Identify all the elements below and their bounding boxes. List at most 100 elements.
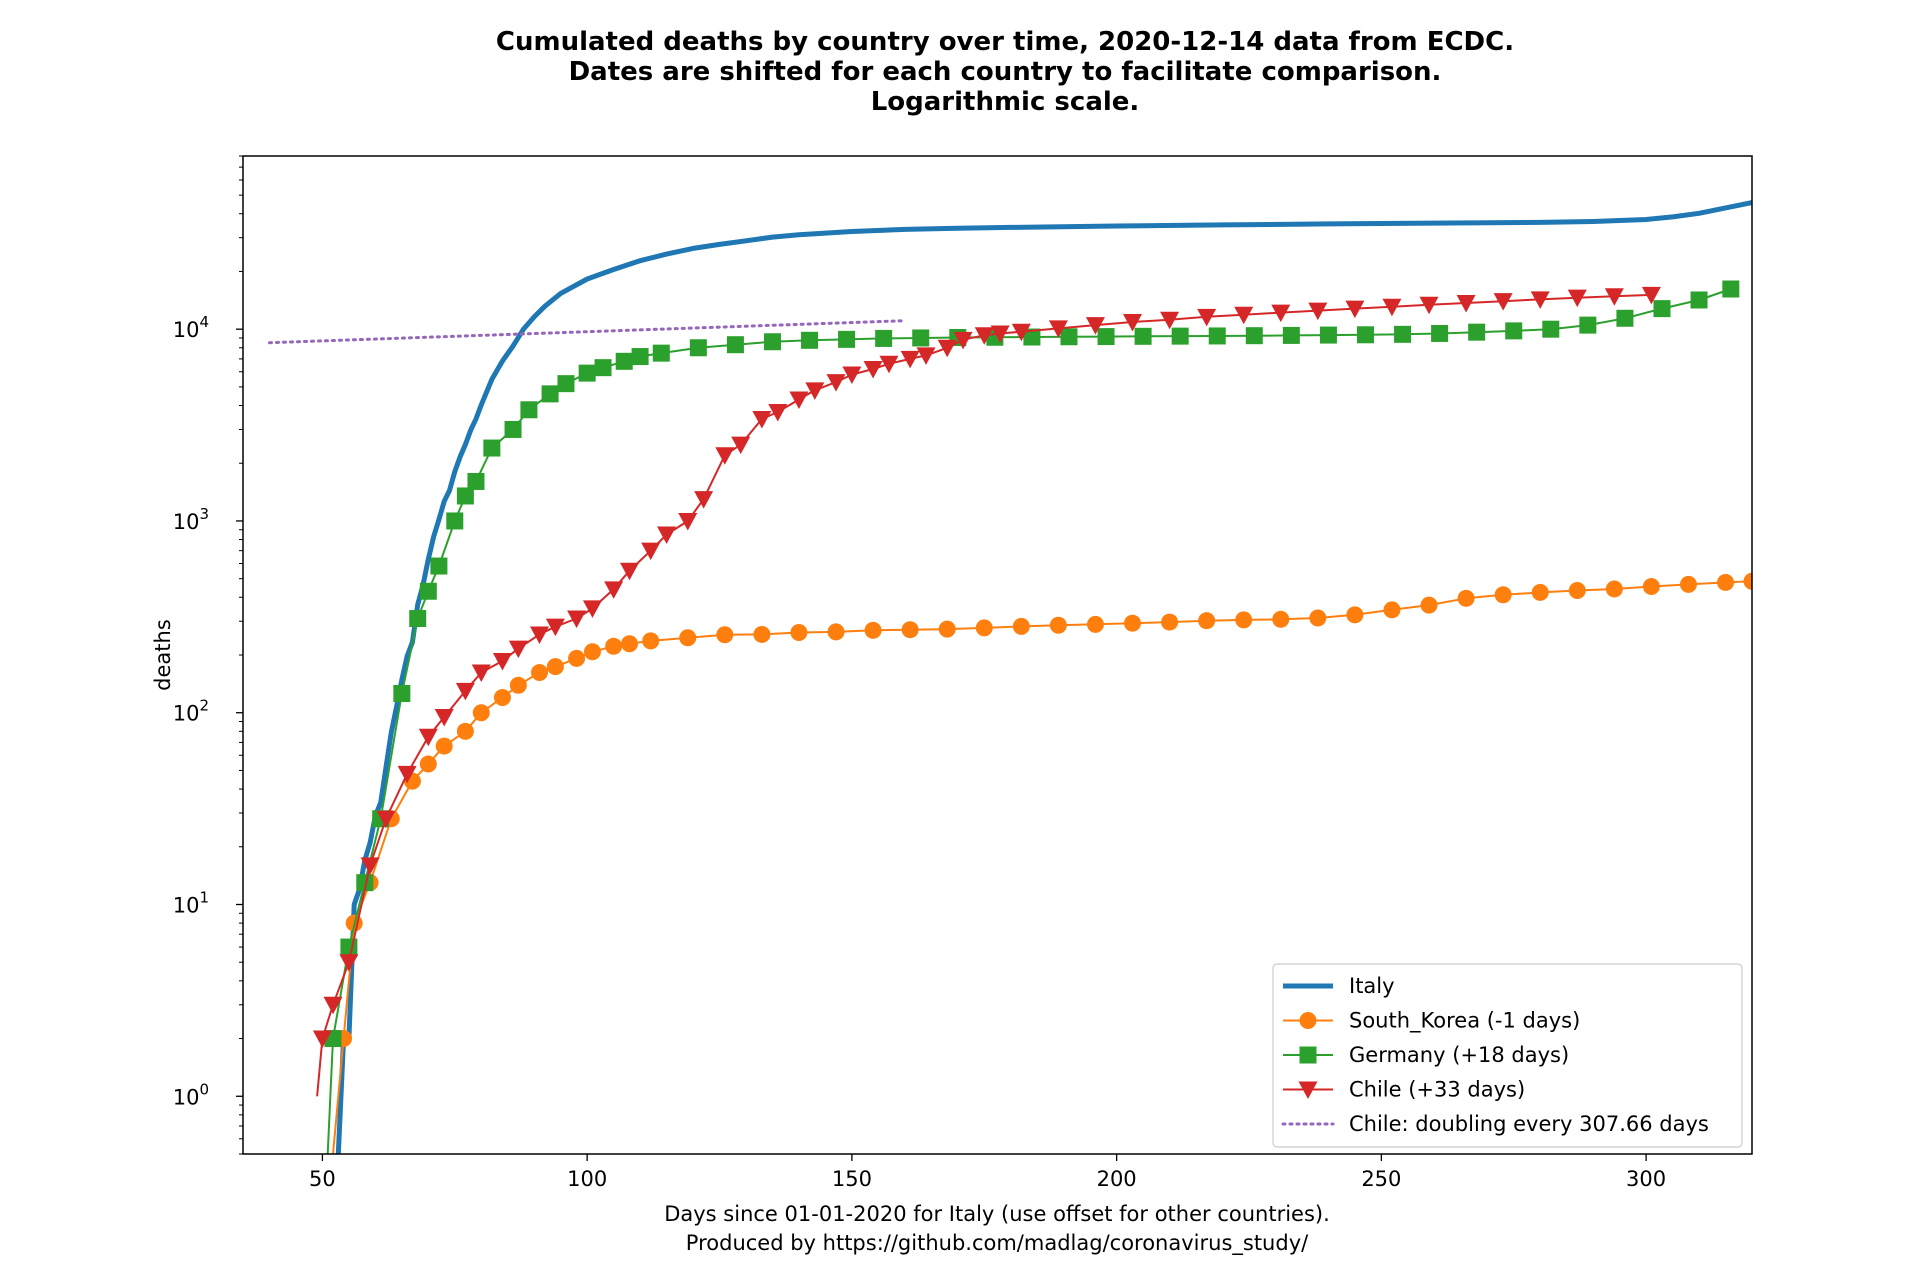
data-point (376, 810, 396, 829)
data-point (339, 954, 359, 972)
data-point (467, 472, 485, 490)
legend: Italy South_Korea (-1 days) Germany (+18 d… (1272, 963, 1743, 1148)
data-point (1383, 601, 1401, 619)
data-point (393, 684, 411, 702)
data-point (620, 562, 640, 581)
x-tick-label: 150 (832, 1167, 872, 1191)
data-point (642, 632, 660, 650)
x-tick-label: 200 (1097, 1167, 1137, 1191)
data-point (568, 649, 586, 667)
data-point (1494, 586, 1512, 604)
data-point (435, 737, 453, 755)
data-point (1161, 613, 1179, 631)
y-tick-label: 101 (173, 889, 209, 918)
data-point (323, 996, 343, 1015)
data-point (472, 704, 490, 722)
data-point (863, 360, 883, 379)
legend-marker (1298, 1081, 1318, 1099)
data-point (900, 350, 920, 369)
data-point (546, 658, 564, 676)
x-axis-ticks: 50 100 150 200 250 300 (309, 1154, 1666, 1191)
data-point (715, 447, 735, 465)
data-point (1123, 314, 1143, 332)
data-point (726, 336, 744, 354)
data-point (508, 640, 528, 659)
data-point (1245, 327, 1263, 345)
data-point (826, 374, 846, 392)
data-point (1272, 610, 1290, 628)
data-point (1049, 616, 1067, 634)
data-point (1568, 581, 1586, 599)
series-line (268, 319, 907, 345)
data-point (356, 874, 374, 892)
data-point (1743, 572, 1752, 590)
data-point (509, 676, 527, 694)
data-point (1208, 327, 1226, 345)
y-axis-ticks: 100 101 102 103 104 (173, 155, 243, 1155)
data-point (1493, 293, 1513, 311)
legend-entry: Chile: doubling every 307.66 days (1281, 1112, 1709, 1136)
x-axis-label-line-1: Days since 01-01-2020 for Italy (use off… (664, 1202, 1330, 1226)
data-point (483, 439, 501, 457)
legend-label: Germany (+18 days) (1349, 1043, 1569, 1067)
data-point (492, 653, 512, 671)
x-tick-label: 50 (309, 1167, 336, 1191)
data-point (937, 339, 957, 358)
data-point (567, 610, 587, 628)
chart-title-line-2: Dates are shifted for each country to fa… (569, 57, 1442, 87)
legend-label: Chile: doubling every 307.66 days (1349, 1112, 1709, 1136)
data-point (446, 512, 464, 530)
data-point (1012, 617, 1030, 635)
chart-title-line-3: Logarithmic scale. (871, 87, 1140, 117)
data-point (1579, 316, 1597, 334)
legend-label: Chile (+33 days) (1349, 1078, 1525, 1102)
data-point (1604, 288, 1624, 306)
data-point (583, 643, 601, 661)
data-point (1198, 612, 1216, 630)
data-point (1679, 575, 1697, 593)
x-axis-label-line-2: Produced by https://github.com/madlag/co… (686, 1231, 1309, 1256)
data-point (1419, 296, 1439, 315)
data-point (694, 491, 714, 509)
data-point (1531, 583, 1549, 601)
series-2 (324, 280, 1740, 1154)
data-point (1271, 304, 1291, 323)
legend-label: South_Korea (-1 days) (1349, 1009, 1580, 1034)
data-point (805, 382, 825, 400)
data-point (1319, 326, 1337, 344)
data-point (360, 857, 380, 875)
data-point (493, 689, 511, 707)
data-point (1653, 300, 1671, 318)
data-point (419, 755, 437, 773)
data-point (827, 623, 845, 641)
data-point (1382, 298, 1402, 317)
data-point (790, 624, 808, 642)
series-line (335, 200, 1752, 1154)
data-point (1011, 323, 1031, 342)
data-point (471, 664, 491, 683)
data-point (990, 325, 1010, 343)
data-point (641, 542, 661, 561)
data-point (615, 352, 633, 370)
data-point (582, 600, 602, 618)
data-point (1197, 308, 1217, 327)
data-point (1060, 328, 1078, 346)
plot-area: 50 100 150 200 250 300 100 101 102 103 104 (173, 155, 1753, 1191)
data-point (1616, 309, 1634, 327)
data-point (1530, 291, 1550, 309)
series-0 (335, 200, 1752, 1154)
legend-entry: Germany (+18 days) (1283, 1043, 1569, 1067)
data-point (974, 327, 994, 345)
data-point (1468, 323, 1486, 341)
data-point (753, 625, 771, 643)
data-point (657, 526, 677, 544)
data-point (916, 347, 936, 365)
data-point (455, 682, 475, 701)
data-point (504, 420, 522, 438)
data-point (520, 401, 538, 419)
data-point (1134, 327, 1152, 345)
data-point (1346, 606, 1364, 624)
data-point (1431, 324, 1449, 342)
data-point (1048, 320, 1068, 338)
data-point (409, 609, 427, 627)
